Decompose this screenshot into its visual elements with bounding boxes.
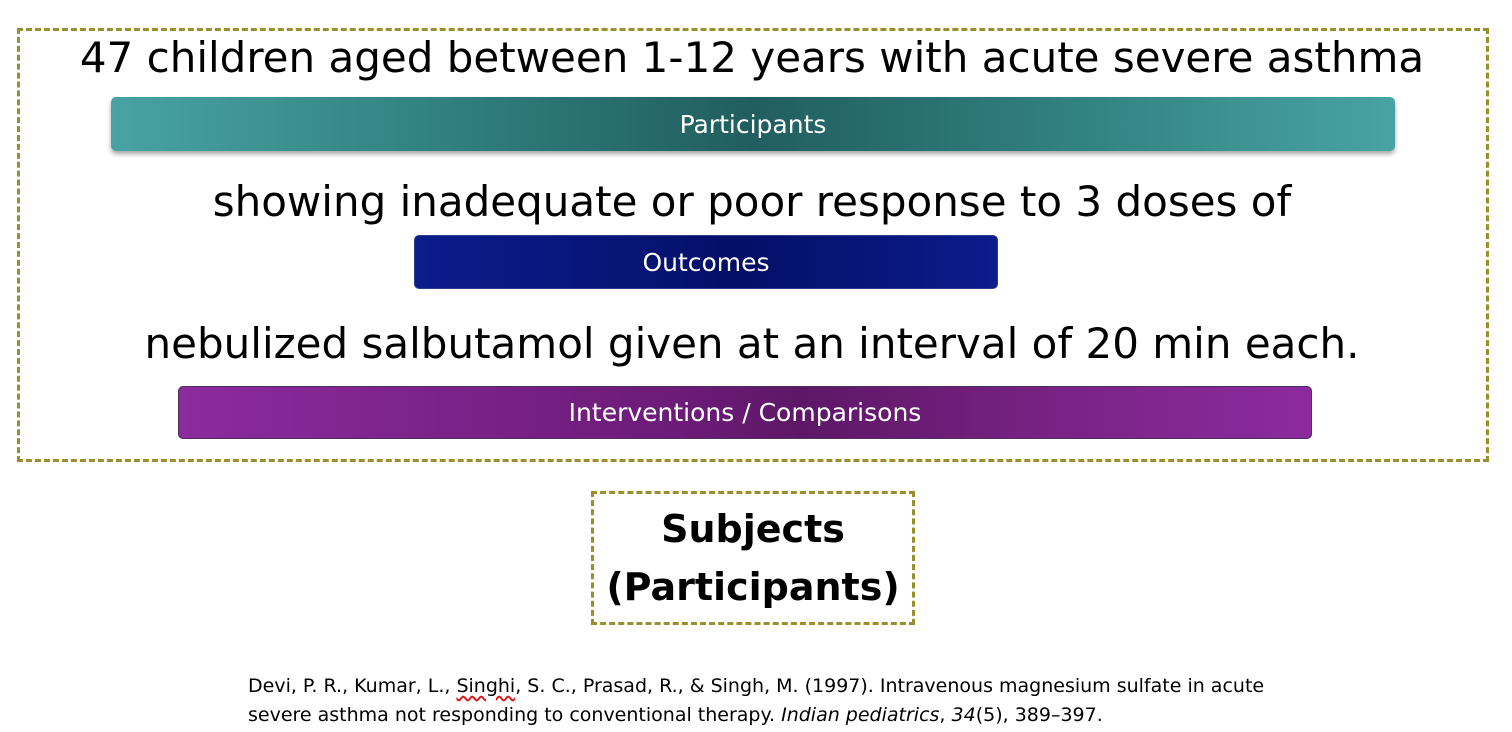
citation-separator: , bbox=[939, 704, 952, 726]
citation-spellcheck-word: Singhi bbox=[456, 675, 516, 697]
citation: Devi, P. R., Kumar, L., Singhi, S. C., P… bbox=[248, 672, 1288, 730]
citation-authors-start: Devi, P. R., Kumar, L., bbox=[248, 675, 457, 697]
citation-journal: Indian pediatrics bbox=[781, 704, 940, 726]
pico-frame bbox=[17, 28, 1489, 462]
participants-label-bar: Participants bbox=[111, 97, 1395, 151]
participants-text: 47 children aged between 1-12 years with… bbox=[79, 33, 1425, 82]
interventions-label-bar: Interventions / Comparisons bbox=[178, 386, 1312, 439]
interventions-label: Interventions / Comparisons bbox=[568, 398, 922, 427]
subjects-box: Subjects (Participants) bbox=[591, 491, 915, 625]
subjects-title: Subjects bbox=[661, 507, 845, 551]
outcomes-label-bar: Outcomes bbox=[414, 235, 998, 289]
outcomes-text: showing inadequate or poor response to 3… bbox=[212, 177, 1292, 226]
citation-volume: 34 bbox=[951, 704, 976, 726]
interventions-text: nebulized salbutamol given at an interva… bbox=[144, 319, 1360, 368]
citation-body: , S. C., Prasad, R., & Singh, M. (1997).… bbox=[248, 675, 1265, 726]
participants-label: Participants bbox=[679, 109, 827, 139]
outcomes-label: Outcomes bbox=[642, 247, 770, 277]
subjects-subtitle: (Participants) bbox=[606, 565, 900, 609]
citation-issue-pages: (5), 389–397. bbox=[975, 704, 1103, 726]
